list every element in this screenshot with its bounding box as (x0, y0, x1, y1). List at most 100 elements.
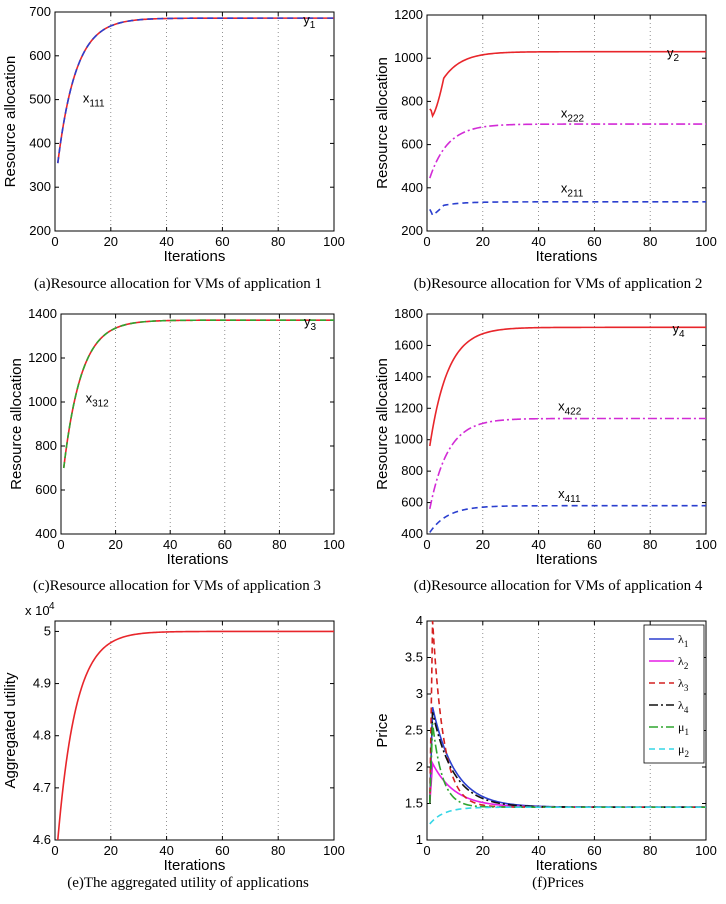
y-axis-label: Resource allocation (8, 358, 25, 490)
x-tick-label: 0 (51, 234, 58, 249)
series-line-y4 (428, 326, 706, 447)
annotation-sub: 3 (310, 322, 316, 333)
y-tick-label: 200 (401, 223, 423, 238)
x-tick-label: 40 (163, 537, 177, 552)
x-tick-label: 100 (323, 234, 345, 249)
annotation-main: y (303, 12, 310, 27)
x-axis-label: Iterations (536, 248, 598, 265)
annotation-label: x422 (558, 399, 582, 418)
plot-frame (60, 313, 335, 535)
y-axis-label: Price (374, 713, 391, 747)
annotation-sub: 211 (567, 189, 583, 200)
panel-caption: (f)Prices (532, 875, 584, 891)
x-tick-label: 60 (218, 537, 232, 552)
panel-c: 0 20 40 60 80 100 400 600 800 1000 1200 1400 Iterati… (8, 306, 345, 594)
y-tick-label: 500 (29, 92, 51, 107)
y-tick-label: 1400 (28, 306, 57, 321)
y-tick-label: 4.9 (33, 676, 51, 691)
x-tick-label: 20 (104, 843, 118, 858)
y-tick-label: 1000 (394, 432, 423, 447)
x-tick-label: 100 (695, 234, 717, 249)
annotation-sub: 222 (567, 114, 584, 125)
legend-label-sub: 2 (684, 749, 689, 759)
y-tick-label: 700 (29, 4, 51, 19)
y-tick-label: 4.8 (33, 728, 51, 743)
y-tick-label: 400 (35, 526, 57, 541)
legend-label-main: μ (678, 742, 684, 756)
y-tick-label: 600 (401, 137, 423, 152)
x-axis-label: Iterations (164, 248, 226, 265)
x-tick-label: 80 (643, 234, 657, 249)
annotation-main: x (558, 486, 565, 501)
series-line-x111 (56, 17, 334, 164)
y-tick-label: 800 (401, 463, 423, 478)
series-line-λ4 (428, 712, 706, 808)
x-tick-label: 40 (159, 234, 173, 249)
panel-d: 0 20 40 60 80 100 400 600 800 1000 1200 1400 1600 180… (374, 306, 717, 594)
legend-label-sub: 3 (684, 683, 689, 693)
y-tick-label: 1000 (28, 394, 57, 409)
x-tick-label: 100 (695, 537, 717, 552)
x-tick-label: 60 (215, 843, 229, 858)
legend-label-sub: 1 (684, 727, 689, 737)
x-tick-label: 80 (643, 537, 657, 552)
y-tick-label: 3 (416, 686, 423, 701)
y-tick-label: 2.5 (405, 723, 423, 738)
x-tick-label: 80 (271, 234, 285, 249)
y-tick-label: 5 (44, 623, 51, 638)
legend-label-sub: 4 (684, 705, 689, 715)
x-tick-label: 100 (695, 843, 717, 858)
y-tick-label: 400 (29, 135, 51, 150)
annotation-main: y (673, 321, 680, 336)
x-tick-label: 20 (476, 234, 490, 249)
panel-caption: (e)The aggregated utility of application… (67, 875, 309, 891)
annotation-sub: 411 (565, 494, 581, 505)
y-tick-label: 2 (416, 759, 423, 774)
x-tick-label: 40 (531, 843, 545, 858)
x-tick-label: 0 (423, 234, 430, 249)
annotation-sub: 2 (673, 53, 679, 64)
annotation-label: y1 (303, 12, 316, 31)
annotation-label: y4 (673, 321, 686, 340)
series-line-x422 (429, 417, 706, 510)
y-tick-label: 1 (416, 832, 423, 847)
y-tick-label: 4.6 (33, 832, 51, 847)
series-line-x222 (429, 123, 706, 179)
x-axis-label: Iterations (167, 551, 229, 568)
y-multiplier: x 10 (25, 603, 50, 618)
panel-b: 0 20 40 60 80 100 200 400 600 800 1000 1200 Iteratio… (374, 7, 717, 292)
x-tick-label: 0 (51, 843, 58, 858)
x-tick-label: 40 (531, 537, 545, 552)
y-axis-label: Aggregated utility (2, 672, 19, 788)
y-tick-label: 1200 (394, 7, 423, 22)
series-line-x211 (429, 201, 706, 217)
x-tick-label: 20 (104, 234, 118, 249)
y-tick-label: 600 (29, 48, 51, 63)
legend-label-main: μ (678, 720, 684, 734)
y-axis-label: Resource allocation (2, 56, 19, 188)
x-axis-label: Iterations (164, 857, 226, 874)
series-line-x411 (429, 504, 706, 533)
annotation-sub: 111 (89, 99, 105, 110)
legend-label-sub: 1 (684, 639, 689, 649)
y-tick-label: 1600 (394, 337, 423, 352)
annotation-main: x (561, 181, 568, 196)
x-tick-label: 100 (323, 843, 345, 858)
x-tick-label: 60 (587, 234, 601, 249)
x-tick-label: 60 (587, 537, 601, 552)
annotation-label: x411 (558, 486, 581, 505)
y-tick-label: 3.5 (405, 650, 423, 665)
annotation-sub: 1 (310, 20, 316, 31)
legend-label: λ4 (678, 698, 689, 715)
y-axis-label: Resource allocation (374, 57, 391, 189)
y-tick-label: 300 (29, 179, 51, 194)
panel-e: 0 20 40 60 80 100 4.6 4.7 4.8 4.9 5 Iterations Aggre… (2, 601, 345, 891)
legend-label: λ2 (678, 654, 688, 671)
y-tick-label: 600 (35, 482, 57, 497)
legend-label: μ2 (678, 742, 689, 759)
legend-label: λ1 (678, 632, 688, 649)
legend-label-main: λ (678, 698, 684, 712)
y-tick-label: 4.7 (33, 780, 51, 795)
x-tick-label: 20 (108, 537, 122, 552)
